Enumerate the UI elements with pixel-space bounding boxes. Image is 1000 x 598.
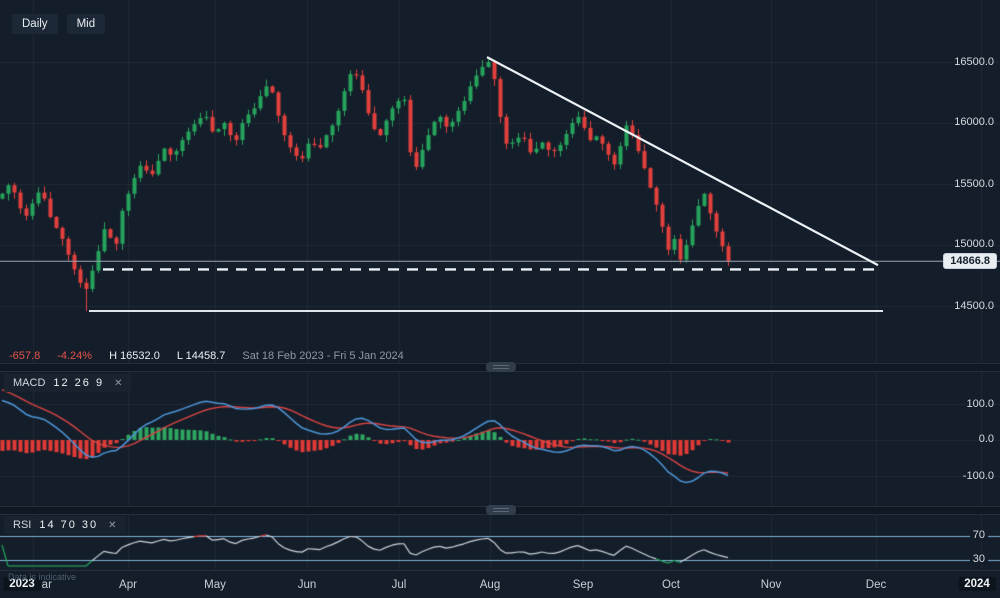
rsi-axis-label: 30 (969, 553, 988, 565)
rsi-axis-label: 70 (969, 529, 988, 541)
ohlc-stats-row: -657.8 -4.24% H 16532.0 L 14458.7 Sat 18… (9, 350, 404, 362)
panel-separator (0, 362, 1000, 372)
time-axis[interactable]: 2023 Mar Apr May Jun Jul Aug Sep Oct Nov Dec 2024 (0, 570, 1000, 598)
macd-axis-label: 0.0 (978, 433, 994, 445)
change-percent: -4.24% (57, 350, 93, 362)
time-axis-month-label: Nov (760, 579, 782, 591)
time-axis-month-label: Jul (391, 579, 407, 591)
macd-params: 12 26 9 (53, 377, 105, 389)
time-axis-month-label: Dec (865, 579, 887, 591)
rsi-close-icon[interactable]: ✕ (108, 519, 117, 531)
interval-toolbar: Daily Mid (12, 14, 106, 34)
time-axis-year-label: 2023 (3, 577, 41, 591)
change-value: -657.8 (9, 350, 41, 362)
price-axis-label: 16500.0 (954, 56, 994, 68)
price-axis-label: 16000.0 (954, 116, 994, 128)
interval-mid-button[interactable]: Mid (66, 14, 106, 34)
date-range: Sat 18 Feb 2023 - Fri 5 Jan 2024 (242, 350, 404, 362)
panel-resize-handle[interactable] (486, 362, 516, 372)
time-axis-month-label: Jun (297, 579, 317, 591)
macd-axis-label: -100.0 (962, 470, 994, 482)
time-axis-month-label: May (204, 579, 226, 591)
rsi-indicator-legend[interactable]: RSI 14 70 30 ✕ (4, 516, 126, 534)
time-axis-month-label: Oct (662, 579, 680, 591)
macd-axis-label: 100.0 (966, 398, 994, 410)
low-value: L 14458.7 (176, 350, 226, 362)
time-axis-month-label: Aug (479, 579, 501, 591)
last-price-badge: 14866.8 (943, 253, 997, 269)
panel-resize-handle[interactable] (486, 505, 516, 515)
price-axis-label: 14500.0 (954, 300, 994, 312)
price-axis-label: 15500.0 (954, 178, 994, 190)
rsi-params: 14 70 30 (39, 519, 99, 531)
high-value: H 16532.0 (109, 350, 160, 362)
time-axis-year-label: 2024 (958, 577, 996, 591)
price-axis-label: 15000.0 (954, 238, 994, 250)
rsi-label: RSI (13, 519, 32, 531)
time-axis-month-label: Apr (119, 579, 137, 591)
data-indicative-watermark: Data is indicative (8, 572, 77, 582)
macd-indicator-legend[interactable]: MACD 12 26 9 ✕ (4, 374, 132, 392)
macd-close-icon[interactable]: ✕ (114, 377, 123, 389)
interval-daily-button[interactable]: Daily (12, 14, 58, 34)
time-axis-month-label: Sep (572, 579, 594, 591)
panel-separator (0, 505, 1000, 515)
macd-label: MACD (13, 377, 46, 389)
